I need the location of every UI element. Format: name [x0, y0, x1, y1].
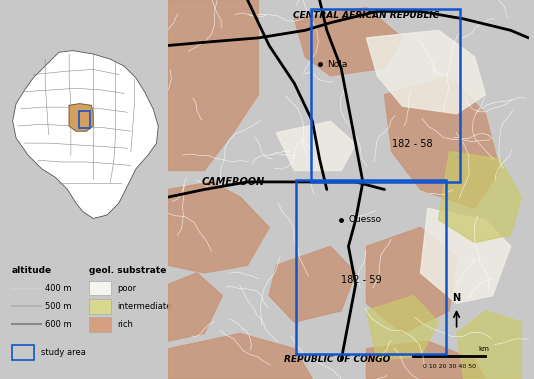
Text: intermediate: intermediate	[117, 302, 172, 311]
Bar	[89, 281, 111, 295]
Text: 0 10 20 30 40 50: 0 10 20 30 40 50	[423, 364, 476, 369]
Polygon shape	[168, 182, 269, 273]
Polygon shape	[366, 341, 485, 379]
Polygon shape	[366, 30, 485, 114]
Polygon shape	[69, 104, 93, 131]
Text: rich: rich	[117, 320, 134, 329]
Text: geol. substrate: geol. substrate	[89, 266, 166, 275]
Polygon shape	[168, 273, 222, 341]
Polygon shape	[421, 208, 511, 303]
Text: 182 - 59: 182 - 59	[341, 276, 382, 285]
Polygon shape	[366, 296, 438, 360]
Polygon shape	[13, 50, 158, 219]
Bar	[89, 317, 111, 332]
Polygon shape	[366, 227, 457, 334]
Text: altitude: altitude	[12, 266, 52, 275]
Text: REPUBLIC OF CONGO: REPUBLIC OF CONGO	[285, 355, 391, 364]
Text: CENTRAL AFRICAN REPUBLIC: CENTRAL AFRICAN REPUBLIC	[293, 11, 439, 20]
Text: study area: study area	[41, 348, 85, 357]
Text: CAMEROON: CAMEROON	[201, 177, 265, 187]
Polygon shape	[168, 0, 258, 171]
Text: N: N	[452, 293, 461, 303]
Polygon shape	[294, 8, 403, 76]
Text: Ouesso: Ouesso	[348, 215, 382, 224]
Polygon shape	[277, 121, 356, 171]
Text: km: km	[478, 346, 489, 352]
Text: Nola: Nola	[327, 60, 347, 69]
Text: 600 m: 600 m	[45, 320, 72, 329]
Bar	[89, 299, 111, 313]
Bar	[296, 180, 446, 354]
Text: poor: poor	[117, 283, 137, 293]
Bar	[80, 111, 90, 128]
Bar	[12, 345, 34, 360]
Polygon shape	[457, 311, 521, 379]
Polygon shape	[168, 334, 312, 379]
Polygon shape	[438, 152, 521, 243]
Text: 182 - 58: 182 - 58	[391, 139, 433, 149]
Text: 400 m: 400 m	[45, 283, 72, 293]
Bar	[311, 9, 460, 182]
Polygon shape	[269, 246, 356, 322]
Polygon shape	[384, 76, 500, 208]
Text: 500 m: 500 m	[45, 302, 72, 311]
